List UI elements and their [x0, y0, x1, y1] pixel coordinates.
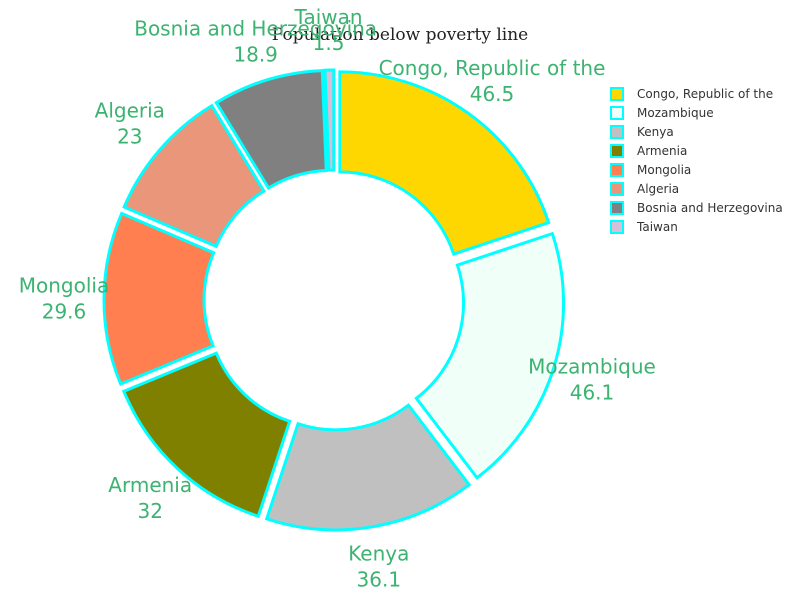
legend-swatch-congo-republic-of-the[interactable] [610, 87, 624, 101]
legend-swatch-algeria[interactable] [610, 182, 624, 196]
slice-label-kenya: Kenya [348, 541, 409, 565]
legend-label-kenya[interactable]: Kenya [637, 125, 674, 139]
slice-label-bosnia-and-herzegovina: Bosnia and Herzegovina [134, 17, 377, 41]
slice-label-mozambique: Mozambique [528, 355, 656, 379]
legend-swatch-bosnia-and-herzegovina[interactable] [610, 201, 624, 215]
slice-value-kenya: 36.1 [357, 567, 402, 591]
legend-label-mongolia[interactable]: Mongolia [637, 163, 691, 177]
slice-algeria[interactable] [122, 103, 266, 249]
legend-label-taiwan[interactable]: Taiwan [636, 220, 678, 234]
legend-label-algeria[interactable]: Algeria [637, 182, 679, 196]
slice-label-taiwan: Taiwan [294, 5, 363, 29]
slice-label-algeria: Algeria [95, 98, 165, 122]
slice-value-algeria: 23 [117, 124, 142, 148]
chart-title: Population below poverty line [272, 25, 528, 45]
slice-value-mongolia: 29.6 [42, 299, 87, 323]
slice-congo-republic-of-the[interactable] [338, 70, 551, 256]
legend-label-congo-republic-of-the[interactable]: Congo, Republic of the [637, 87, 773, 101]
legend-label-armenia[interactable]: Armenia [637, 144, 687, 158]
slice-value-mozambique: 46.1 [570, 381, 615, 405]
slice-mozambique[interactable] [414, 231, 566, 480]
slice-kenya[interactable] [264, 403, 472, 532]
legend-swatch-kenya[interactable] [610, 125, 624, 139]
slice-value-congo-republic-of-the: 46.5 [470, 82, 515, 106]
slice-mongolia[interactable] [102, 211, 216, 386]
slice-label-armenia: Armenia [108, 473, 192, 497]
pie-slices [102, 68, 566, 532]
slice-taiwan[interactable] [323, 68, 336, 172]
slice-value-armenia: 32 [137, 499, 162, 523]
legend[interactable]: Congo, Republic of the Mozambique Kenya Arm… [610, 87, 783, 234]
legend-swatch-taiwan[interactable] [610, 220, 624, 234]
slice-bosnia-and-herzegovina[interactable] [214, 69, 328, 191]
slice-value-bosnia-and-herzegovina: 18.9 [233, 43, 278, 67]
slice-armenia[interactable] [121, 351, 292, 519]
slice-label-congo-republic-of-the: Congo, Republic of the [379, 56, 606, 80]
legend-label-mozambique[interactable]: Mozambique [637, 106, 714, 120]
slice-value-taiwan: 1.5 [313, 31, 345, 55]
legend-swatch-mongolia[interactable] [610, 163, 624, 177]
legend-swatch-mozambique[interactable] [610, 106, 624, 120]
legend-label-bosnia-and-herzegovina[interactable]: Bosnia and Herzegovina [637, 201, 783, 215]
slice-label-mongolia: Mongolia [19, 273, 109, 297]
legend-swatch-armenia[interactable] [610, 144, 624, 158]
